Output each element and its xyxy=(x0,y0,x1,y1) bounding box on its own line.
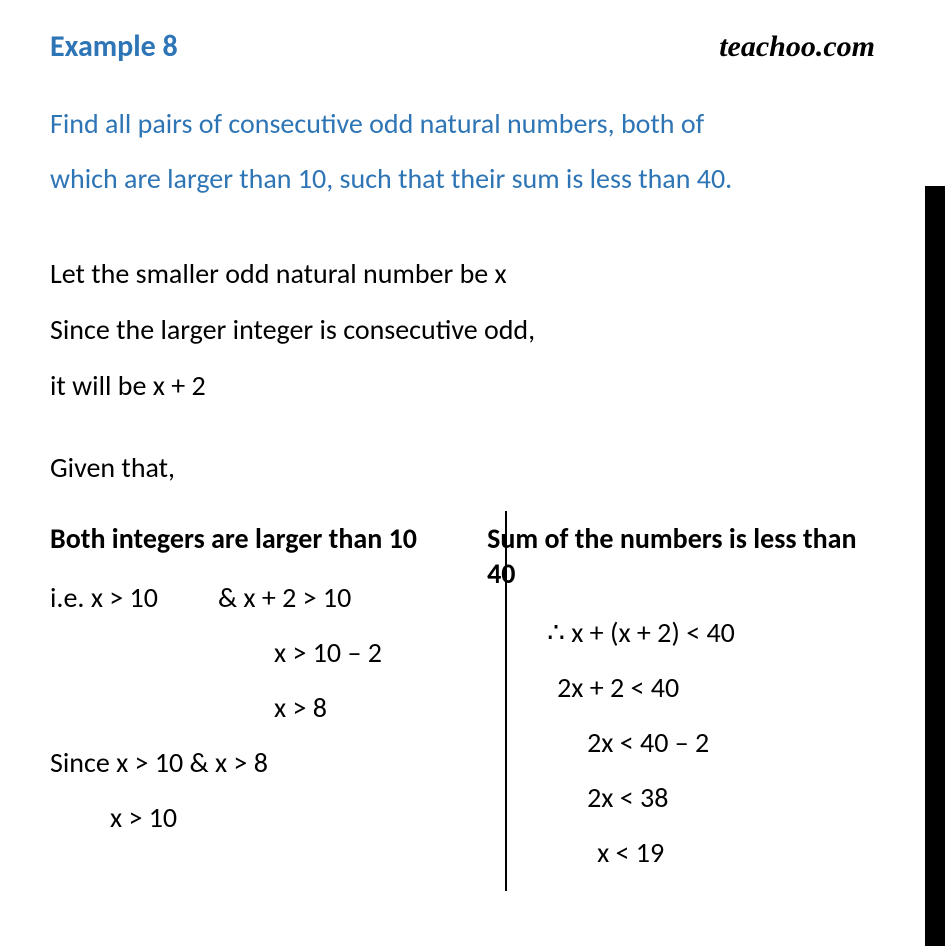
setup-text: Let the smaller odd natural number be x … xyxy=(50,246,875,414)
left-r1b: & x + 2 > 10 xyxy=(218,580,351,615)
left-column: Both integers are larger than 10 i.e. x … xyxy=(50,521,469,890)
header-row: Example 8 teachoo.com xyxy=(50,28,875,65)
right-row-5: x < 19 xyxy=(487,835,875,870)
right-row-4: 2x < 38 xyxy=(487,780,875,815)
right-row-2: 2x + 2 < 40 xyxy=(487,670,875,705)
right-row-3: 2x < 40 – 2 xyxy=(487,725,875,760)
left-row-3: x > 8 xyxy=(50,690,459,725)
left-row-1: i.e. x > 10 & x + 2 > 10 xyxy=(50,580,459,615)
two-column-work: Both integers are larger than 10 i.e. x … xyxy=(50,521,875,890)
right-edge-stripe xyxy=(925,186,945,946)
left-row-2: x > 10 – 2 xyxy=(50,635,459,670)
setup-line-3: it will be x + 2 xyxy=(50,358,875,414)
brand-logo: teachoo.com xyxy=(719,30,875,64)
problem-line-2: which are larger than 10, such that thei… xyxy=(50,152,875,207)
problem-line-1: Find all pairs of consecutive odd natura… xyxy=(50,97,875,152)
setup-line-2: Since the larger integer is consecutive … xyxy=(50,302,875,358)
column-divider xyxy=(505,511,507,891)
right-column-head: Sum of the numbers is less than 40 xyxy=(487,521,875,591)
left-r1a: i.e. x > 10 xyxy=(50,580,158,615)
left-row-4: Since x > 10 & x > 8 xyxy=(50,745,459,780)
right-column: Sum of the numbers is less than 40 ∴ x +… xyxy=(469,521,875,890)
problem-statement: Find all pairs of consecutive odd natura… xyxy=(50,97,875,206)
example-label: Example 8 xyxy=(50,28,178,65)
left-column-head: Both integers are larger than 10 xyxy=(50,521,459,556)
left-row-5: x > 10 xyxy=(50,800,459,835)
setup-line-1: Let the smaller odd natural number be x xyxy=(50,246,875,302)
page-content: Example 8 teachoo.com Find all pairs of … xyxy=(0,0,925,890)
right-row-1: ∴ x + (x + 2) < 40 xyxy=(487,615,875,650)
given-label: Given that, xyxy=(50,450,875,485)
